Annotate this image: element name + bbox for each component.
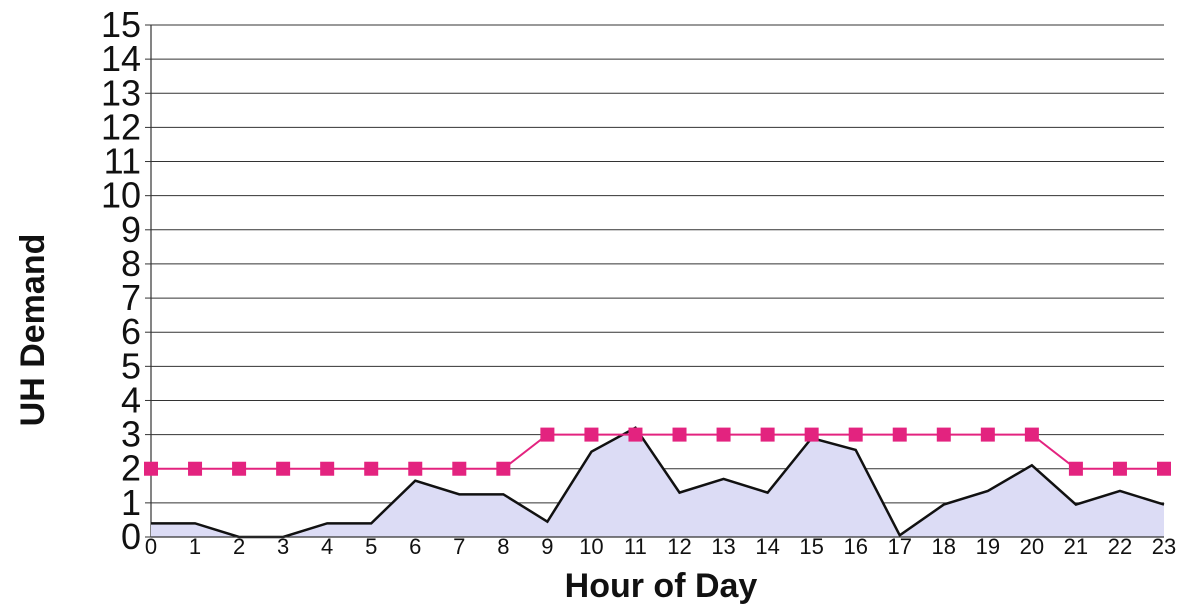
data-point-marker [716, 427, 731, 442]
data-point-marker [892, 427, 907, 442]
y-tick-label: 12 [101, 106, 141, 147]
gridlines [145, 24, 1164, 538]
line-series [144, 427, 1171, 476]
x-tick-label: 12 [667, 534, 691, 559]
area-series [151, 426, 1165, 539]
data-point-marker [980, 427, 995, 442]
data-point-marker [1112, 461, 1127, 476]
x-tick-label: 22 [1108, 534, 1132, 559]
data-point-marker [540, 427, 555, 442]
x-tick-label: 8 [497, 534, 509, 559]
x-tick-label: 20 [1020, 534, 1044, 559]
y-tick-label: 6 [121, 311, 141, 352]
data-point-marker [232, 461, 247, 476]
x-tick-label: 17 [887, 534, 911, 559]
data-point-marker [628, 427, 643, 442]
data-point-marker [1024, 427, 1039, 442]
x-tick-label: 7 [453, 534, 465, 559]
y-tick-label: 15 [101, 4, 141, 45]
data-point-marker [496, 461, 511, 476]
y-tick-label: 1 [121, 482, 141, 523]
data-point-marker [452, 461, 467, 476]
x-tick-label: 5 [365, 534, 377, 559]
y-tick-label: 0 [121, 516, 141, 557]
data-point-marker [936, 427, 951, 442]
data-point-marker [848, 427, 863, 442]
data-point-marker [1068, 461, 1083, 476]
x-tick-labels: 0 1 2 3 4 5 6 7 8 9 10 11 12 13 14 15 16 17 18 19 20 21 22 23 [145, 534, 1176, 559]
x-tick-label: 14 [755, 534, 779, 559]
x-tick-label: 13 [711, 534, 735, 559]
x-tick-label: 15 [799, 534, 823, 559]
x-tick-label: 2 [233, 534, 245, 559]
x-tick-label: 9 [541, 534, 553, 559]
x-tick-label: 1 [189, 534, 201, 559]
data-point-marker [276, 461, 291, 476]
data-point-marker [144, 461, 158, 476]
y-tick-label: 2 [121, 448, 141, 489]
x-tick-label: 0 [145, 534, 157, 559]
y-tick-label: 13 [101, 72, 141, 113]
area-outline [151, 426, 1165, 539]
x-tick-label: 21 [1064, 534, 1088, 559]
area-fill [151, 427, 1164, 537]
y-axis-label: UH Demand [14, 234, 52, 427]
y-tick-label: 8 [121, 243, 141, 284]
x-tick-label: 23 [1152, 534, 1176, 559]
x-tick-label: 10 [579, 534, 603, 559]
data-point-marker [320, 461, 335, 476]
y-tick-label: 7 [121, 277, 141, 318]
data-point-marker [188, 461, 203, 476]
y-tick-label: 10 [101, 175, 141, 216]
data-point-marker [364, 461, 379, 476]
y-tick-label: 3 [121, 414, 141, 455]
y-tick-label: 11 [104, 141, 141, 182]
y-tick-label: 14 [101, 38, 141, 79]
y-tick-label: 4 [121, 379, 141, 420]
x-tick-label: 6 [409, 534, 421, 559]
x-tick-label: 16 [843, 534, 867, 559]
x-tick-label: 4 [321, 534, 333, 559]
data-point-marker [1157, 461, 1171, 476]
x-tick-label: 11 [624, 534, 647, 559]
series-line [151, 433, 1164, 470]
data-point-marker [672, 427, 687, 442]
data-point-marker [584, 427, 599, 442]
data-point-marker [408, 461, 423, 476]
data-point-marker [760, 427, 775, 442]
y-tick-label: 9 [121, 209, 141, 250]
data-point-marker [804, 427, 819, 442]
x-axis-label: Hour of Day [565, 567, 758, 605]
y-tick-label: 5 [121, 345, 141, 386]
x-tick-label: 3 [277, 534, 289, 559]
x-tick-label: 19 [976, 534, 1000, 559]
x-tick-label: 18 [932, 534, 956, 559]
